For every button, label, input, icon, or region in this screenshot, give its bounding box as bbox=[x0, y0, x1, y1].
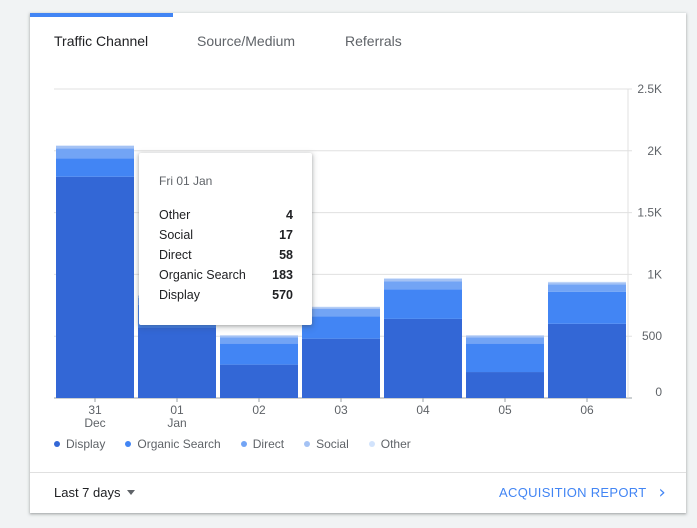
tooltip-date: Fri 01 Jan bbox=[159, 174, 213, 188]
bar-segment[interactable] bbox=[220, 343, 298, 365]
legend-label: Display bbox=[66, 437, 106, 451]
tab-traffic-channel[interactable]: Traffic Channel bbox=[54, 33, 149, 49]
x-tick-month-label: Dec bbox=[84, 416, 105, 430]
acquisition-report-label: ACQUISITION REPORT bbox=[499, 485, 647, 500]
chart-tooltip: Fri 01 Jan Other 4 Social 17 Direct 58 O… bbox=[139, 153, 312, 325]
y-tick-label: 1K bbox=[647, 267, 662, 281]
tab-bar: Traffic Channel Source/Medium Referrals bbox=[30, 13, 686, 73]
bar-segment[interactable] bbox=[302, 338, 380, 398]
x-tick-label: 05 bbox=[498, 403, 512, 417]
tooltip-value: 570 bbox=[272, 288, 293, 302]
tooltip-value: 17 bbox=[279, 228, 293, 242]
y-tick-label: 0 bbox=[655, 385, 662, 399]
x-tick-label: 02 bbox=[252, 403, 266, 417]
tooltip-value: 183 bbox=[272, 268, 293, 282]
date-range-dropdown[interactable]: Last 7 days bbox=[54, 485, 135, 500]
x-tick-label: 01 bbox=[170, 403, 184, 417]
y-tick-label: 1.5K bbox=[637, 206, 662, 220]
bar-segment[interactable] bbox=[138, 327, 216, 398]
tooltip-label: Display bbox=[159, 288, 200, 302]
legend-item[interactable]: Social bbox=[304, 437, 349, 451]
tooltip-row: Other 4 bbox=[159, 208, 293, 222]
x-tick-label: 31 bbox=[88, 403, 102, 417]
date-range-label: Last 7 days bbox=[54, 485, 121, 500]
tooltip-row: Display 570 bbox=[159, 288, 293, 302]
legend-item[interactable]: Other bbox=[368, 437, 411, 451]
bar-segment[interactable] bbox=[302, 309, 380, 317]
bar-segment[interactable] bbox=[220, 335, 298, 338]
bar-segment[interactable] bbox=[384, 281, 462, 290]
bar-segment[interactable] bbox=[56, 145, 134, 149]
x-tick-month-label: Jan bbox=[167, 416, 186, 430]
chart-legend: Display Organic Search Direct Social Other bbox=[54, 437, 431, 451]
legend-dot-icon bbox=[125, 441, 132, 447]
tooltip-row: Social 17 bbox=[159, 228, 293, 242]
footer-divider bbox=[30, 472, 686, 473]
x-tick-label: 03 bbox=[334, 403, 348, 417]
y-tick-label: 2.5K bbox=[637, 82, 662, 96]
bar-segment[interactable] bbox=[548, 284, 626, 292]
tab-referrals[interactable]: Referrals bbox=[345, 33, 402, 49]
legend-item[interactable]: Direct bbox=[240, 437, 285, 451]
acquisition-report-link[interactable]: ACQUISITION REPORT › bbox=[499, 481, 666, 503]
legend-label: Organic Search bbox=[137, 437, 221, 451]
tooltip-label: Organic Search bbox=[159, 268, 246, 282]
y-tick-label: 2K bbox=[647, 144, 662, 158]
bar-segment[interactable] bbox=[56, 158, 134, 177]
traffic-channel-card: Traffic Channel Source/Medium Referrals … bbox=[30, 13, 686, 513]
legend-label: Other bbox=[380, 437, 411, 451]
tooltip-row: Organic Search 183 bbox=[159, 268, 293, 282]
x-tick-label: 04 bbox=[416, 403, 430, 417]
legend-dot-icon bbox=[368, 441, 375, 447]
bar-segment[interactable] bbox=[548, 323, 626, 398]
bar-segment[interactable] bbox=[384, 278, 462, 279]
active-tab-indicator bbox=[30, 13, 173, 17]
bar-segment[interactable] bbox=[548, 291, 626, 324]
chevron-right-icon: › bbox=[658, 481, 666, 503]
legend-dot-icon bbox=[240, 441, 247, 447]
bar-segment[interactable] bbox=[384, 289, 462, 319]
tooltip-value: 58 bbox=[279, 248, 293, 262]
bar-segment[interactable] bbox=[384, 278, 462, 282]
bar-segment[interactable] bbox=[384, 318, 462, 398]
caret-down-icon bbox=[126, 490, 135, 495]
bar-segment[interactable] bbox=[466, 372, 544, 398]
tooltip-row: Direct 58 bbox=[159, 248, 293, 262]
bar-segment[interactable] bbox=[220, 364, 298, 398]
bar-segment[interactable] bbox=[302, 316, 380, 339]
legend-item[interactable]: Organic Search bbox=[125, 437, 221, 451]
bar-segment[interactable] bbox=[466, 335, 544, 338]
y-tick-label: 500 bbox=[642, 329, 662, 343]
legend-dot-icon bbox=[304, 441, 311, 447]
tooltip-label: Other bbox=[159, 208, 191, 222]
legend-label: Social bbox=[316, 437, 349, 451]
bar-segment[interactable] bbox=[466, 337, 544, 344]
x-tick-label: 06 bbox=[580, 403, 594, 417]
bar-segment[interactable] bbox=[56, 176, 134, 398]
tooltip-value: 4 bbox=[286, 208, 293, 222]
bar-segment[interactable] bbox=[56, 148, 134, 159]
legend-item[interactable]: Display bbox=[54, 437, 105, 451]
legend-label: Direct bbox=[252, 437, 285, 451]
bar-segment[interactable] bbox=[466, 343, 544, 373]
bar-segment[interactable] bbox=[302, 307, 380, 310]
bar-segment[interactable] bbox=[548, 282, 626, 285]
tooltip-label: Direct bbox=[159, 248, 192, 262]
bar-segment[interactable] bbox=[548, 281, 626, 283]
bar-segment[interactable] bbox=[56, 145, 134, 146]
tooltip-label: Social bbox=[159, 228, 194, 242]
legend-dot-icon bbox=[54, 441, 60, 447]
tab-source-medium[interactable]: Source/Medium bbox=[197, 33, 296, 49]
bar-segment[interactable] bbox=[220, 337, 298, 344]
